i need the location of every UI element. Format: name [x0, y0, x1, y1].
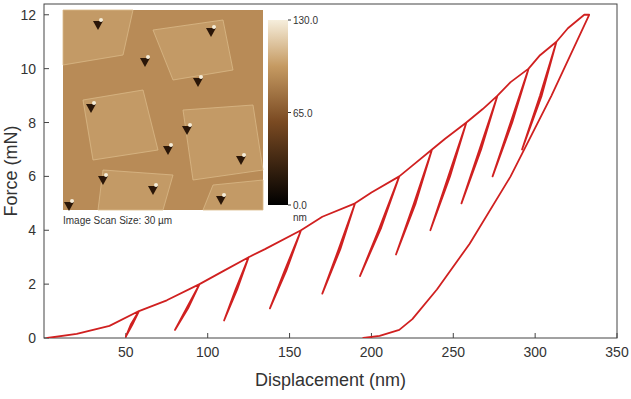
- colorbar-tick: [288, 112, 291, 113]
- colorbar-tick: [288, 20, 291, 21]
- x-tick-label: 350: [605, 344, 629, 360]
- x-tick-label: 150: [278, 344, 302, 360]
- y-tick: [44, 176, 49, 177]
- y-tick-label: 2: [28, 276, 36, 292]
- x-tick: [289, 333, 290, 338]
- inset-caption: Image Scan Size: 30 µm: [63, 215, 172, 226]
- afm-pile-up: [104, 173, 108, 177]
- y-tick-label: 12: [20, 7, 36, 23]
- y-tick: [44, 122, 49, 123]
- afm-pit: [64, 202, 74, 211]
- chart: 50 100 150 200 250 300 350 0 2 4 6 8 10 12 Displacemen…: [0, 0, 631, 399]
- afm-grain: [183, 105, 263, 180]
- y-tick-label: 6: [28, 168, 36, 184]
- x-tick: [535, 333, 536, 338]
- afm-pile-up: [199, 75, 203, 79]
- afm-pit: [140, 58, 150, 67]
- y-tick: [44, 284, 49, 285]
- colorbar-label: 130.0: [293, 15, 318, 26]
- afm-pile-up: [154, 183, 158, 187]
- afm-pile-up: [99, 18, 103, 22]
- y-tick: [44, 14, 49, 15]
- x-tick: [207, 333, 208, 338]
- colorbar-label: 65.0: [293, 108, 313, 119]
- x-tick-label: 200: [360, 344, 384, 360]
- y-tick-label: 0: [28, 330, 36, 346]
- afm-background: [63, 10, 263, 210]
- afm-pit: [193, 78, 203, 87]
- x-axis-label: Displacement (nm): [255, 370, 406, 390]
- colorbar: [268, 20, 288, 205]
- afm-pit: [216, 196, 226, 205]
- afm-pit: [182, 126, 192, 135]
- y-tick-label: 8: [28, 115, 36, 131]
- afm-grain: [203, 180, 263, 210]
- afm-pit: [236, 156, 246, 165]
- afm-pile-up: [212, 25, 216, 29]
- afm-grain: [153, 20, 233, 80]
- afm-pit: [163, 146, 173, 155]
- y-tick: [44, 68, 49, 69]
- colorbar-unit: nm: [293, 212, 307, 223]
- x-tick: [617, 333, 618, 338]
- afm-grain: [63, 10, 133, 65]
- afm-pile-up: [242, 153, 246, 157]
- x-tick-label: 300: [523, 344, 547, 360]
- afm-pit: [98, 176, 108, 185]
- y-tick-label: 4: [28, 222, 36, 238]
- y-tick-label: 10: [20, 61, 36, 77]
- afm-pit: [93, 21, 103, 30]
- afm-image: [63, 10, 263, 211]
- y-axis-label: Force (mN): [1, 126, 21, 217]
- x-tick-label: 50: [118, 344, 134, 360]
- y-tick: [44, 230, 49, 231]
- afm-pile-up: [92, 101, 96, 105]
- afm-pit: [86, 104, 96, 113]
- afm-pile-up: [169, 143, 173, 147]
- afm-grain: [98, 170, 173, 210]
- afm-pile-up: [70, 199, 74, 203]
- afm-grain: [83, 90, 158, 160]
- x-tick-label: 100: [196, 344, 220, 360]
- x-tick-label: 250: [442, 344, 466, 360]
- x-tick: [453, 333, 454, 338]
- afm-pile-up: [146, 55, 150, 59]
- colorbar-tick: [288, 205, 291, 206]
- colorbar-label: 0.0: [293, 200, 307, 211]
- afm-pile-up: [188, 123, 192, 127]
- afm-pile-up: [222, 193, 226, 197]
- afm-pit: [206, 28, 216, 37]
- afm-pit: [148, 186, 158, 195]
- plot-frame: [44, 4, 617, 338]
